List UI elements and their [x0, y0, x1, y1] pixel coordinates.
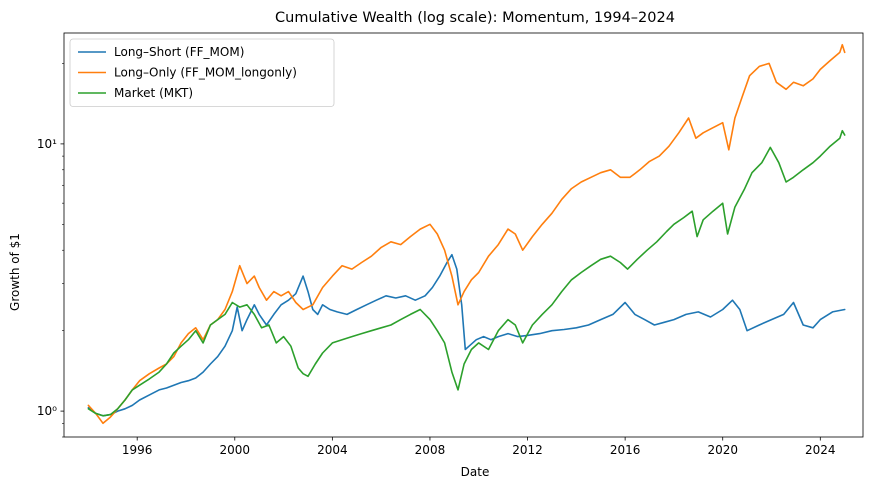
x-tick-label: 1996 — [122, 443, 153, 457]
y-tick-label: 10⁰ — [37, 404, 57, 418]
chart-title: Cumulative Wealth (log scale): Momentum,… — [275, 10, 675, 26]
x-tick-label: 2020 — [707, 443, 738, 457]
x-tick-label: 2012 — [512, 443, 543, 457]
x-tick-label: 2016 — [610, 443, 641, 457]
legend-box — [69, 38, 335, 107]
axes: 1996 2000 2004 2008 2012 2016 2020 2024 10⁰ 10¹ — [37, 32, 864, 457]
y-axis-label: Growth of $1 — [8, 233, 22, 311]
axes-frame — [63, 32, 864, 438]
series-line-1 — [87, 43, 846, 425]
x-tick-label: 2000 — [220, 443, 251, 457]
x-axis-label: Date — [461, 465, 490, 479]
series-line-0 — [87, 253, 846, 417]
y-tick-label: 10¹ — [37, 137, 57, 151]
legend-label-0: Long–Short (FF_MOM) — [114, 45, 244, 59]
legend-label-1: Long–Only (FF_MOM_longonly) — [114, 66, 297, 80]
x-tick-label: 2008 — [415, 443, 446, 457]
plot-area — [87, 43, 846, 425]
x-tick-label: 2024 — [805, 443, 836, 457]
x-tick-label: 2004 — [317, 443, 348, 457]
legend: Long–Short (FF_MOM) Long–Only (FF_MOM_lon… — [69, 38, 335, 107]
legend-label-2: Market (MKT) — [114, 86, 193, 100]
series-line-2 — [87, 129, 846, 417]
